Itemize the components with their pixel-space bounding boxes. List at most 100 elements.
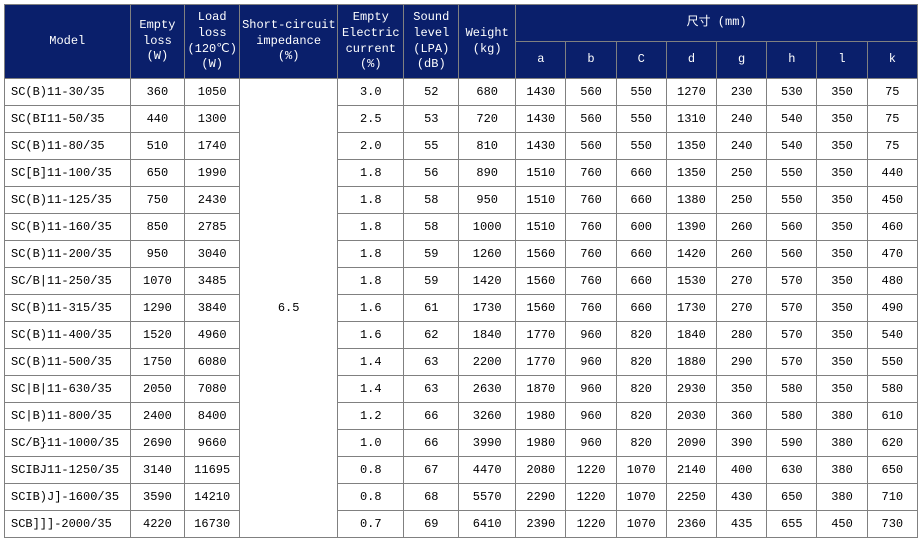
cell: 650 bbox=[767, 484, 817, 511]
cell: 1070 bbox=[616, 511, 666, 538]
cell: 0.8 bbox=[338, 484, 404, 511]
cell: 350 bbox=[817, 160, 867, 187]
cell: 1070 bbox=[616, 457, 666, 484]
cell: 820 bbox=[616, 430, 666, 457]
cell: 1290 bbox=[130, 295, 185, 322]
cell: 1350 bbox=[666, 133, 716, 160]
cell: 650 bbox=[130, 160, 185, 187]
cell: 2.0 bbox=[338, 133, 404, 160]
cell: 550 bbox=[867, 349, 917, 376]
cell: 610 bbox=[867, 403, 917, 430]
cell: 380 bbox=[817, 430, 867, 457]
cell: 350 bbox=[817, 187, 867, 214]
cell: 58 bbox=[404, 187, 459, 214]
cell: 4470 bbox=[459, 457, 516, 484]
table-row: SC/B|11-250/35107034851.8591420156076066… bbox=[5, 268, 918, 295]
cell: 550 bbox=[616, 106, 666, 133]
table-header: Model Emptyloss(W) Loadloss(120℃)(W) Sho… bbox=[5, 5, 918, 79]
cell: 63 bbox=[404, 349, 459, 376]
cell: 66 bbox=[404, 430, 459, 457]
cell: 655 bbox=[767, 511, 817, 538]
cell: 350 bbox=[817, 79, 867, 106]
cell: 270 bbox=[717, 268, 767, 295]
cell: 62 bbox=[404, 322, 459, 349]
cell: 63 bbox=[404, 376, 459, 403]
cell: 53 bbox=[404, 106, 459, 133]
impedance-cell: 6.5 bbox=[240, 79, 338, 538]
cell: 1220 bbox=[566, 511, 616, 538]
cell: 1730 bbox=[666, 295, 716, 322]
hdr-weight: Weight(kg) bbox=[459, 5, 516, 79]
table-row: SC(B)11-500/35175060801.4632200177096082… bbox=[5, 349, 918, 376]
cell: 1390 bbox=[666, 214, 716, 241]
cell: SC(BI11-50/35 bbox=[5, 106, 131, 133]
cell: 16730 bbox=[185, 511, 240, 538]
cell: 960 bbox=[566, 322, 616, 349]
cell: 1990 bbox=[185, 160, 240, 187]
cell: 58 bbox=[404, 214, 459, 241]
cell: 2030 bbox=[666, 403, 716, 430]
cell: 490 bbox=[867, 295, 917, 322]
cell: 1050 bbox=[185, 79, 240, 106]
cell: 570 bbox=[767, 268, 817, 295]
cell: 760 bbox=[566, 295, 616, 322]
cell: 730 bbox=[867, 511, 917, 538]
cell: 360 bbox=[717, 403, 767, 430]
cell: 450 bbox=[817, 511, 867, 538]
cell: 2050 bbox=[130, 376, 185, 403]
cell: 14210 bbox=[185, 484, 240, 511]
cell: 2200 bbox=[459, 349, 516, 376]
cell: 1420 bbox=[459, 268, 516, 295]
cell: 550 bbox=[767, 187, 817, 214]
table-row: SC|B|11-630/35205070801.4632630187096082… bbox=[5, 376, 918, 403]
cell: 890 bbox=[459, 160, 516, 187]
hdr-c: C bbox=[616, 42, 666, 79]
table-row: SCIBJ11-1250/353140116950.86744702080122… bbox=[5, 457, 918, 484]
cell: 550 bbox=[616, 79, 666, 106]
cell: 270 bbox=[717, 295, 767, 322]
cell: 75 bbox=[867, 106, 917, 133]
cell: 1870 bbox=[516, 376, 566, 403]
cell: 530 bbox=[767, 79, 817, 106]
table-row: SC(B)11-80/3551017402.055810143056055013… bbox=[5, 133, 918, 160]
table-row: SC(B)11-125/3575024301.85895015107606601… bbox=[5, 187, 918, 214]
cell: 710 bbox=[867, 484, 917, 511]
cell: 8400 bbox=[185, 403, 240, 430]
cell: 2630 bbox=[459, 376, 516, 403]
cell: 350 bbox=[817, 106, 867, 133]
cell: 2690 bbox=[130, 430, 185, 457]
cell: 11695 bbox=[185, 457, 240, 484]
cell: 660 bbox=[616, 160, 666, 187]
cell: 1260 bbox=[459, 241, 516, 268]
cell: 2785 bbox=[185, 214, 240, 241]
table-row: SC|B)11-800/35240084001.2663260198096082… bbox=[5, 403, 918, 430]
cell: 3590 bbox=[130, 484, 185, 511]
cell: 820 bbox=[616, 322, 666, 349]
hdr-impedance: Short-circuitimpedance(%) bbox=[240, 5, 338, 79]
cell: 59 bbox=[404, 241, 459, 268]
cell: 1430 bbox=[516, 133, 566, 160]
cell: 650 bbox=[867, 457, 917, 484]
cell: 570 bbox=[767, 322, 817, 349]
cell: SC(B)11-125/35 bbox=[5, 187, 131, 214]
cell: 1560 bbox=[516, 241, 566, 268]
cell: 350 bbox=[817, 133, 867, 160]
cell: 950 bbox=[130, 241, 185, 268]
cell: SC(B)11-160/35 bbox=[5, 214, 131, 241]
cell: SC(B)11-200/35 bbox=[5, 241, 131, 268]
cell: 850 bbox=[130, 214, 185, 241]
cell: 1430 bbox=[516, 79, 566, 106]
cell: 760 bbox=[566, 187, 616, 214]
cell: 2080 bbox=[516, 457, 566, 484]
cell: 1750 bbox=[130, 349, 185, 376]
cell: 3040 bbox=[185, 241, 240, 268]
table-row: SC/B}11-1000/35269096601.066399019809608… bbox=[5, 430, 918, 457]
cell: SCB]]]-2000/35 bbox=[5, 511, 131, 538]
cell: 3840 bbox=[185, 295, 240, 322]
cell: 1560 bbox=[516, 268, 566, 295]
cell: SC|B)11-800/35 bbox=[5, 403, 131, 430]
cell: 1840 bbox=[459, 322, 516, 349]
cell: SCIBJ11-1250/35 bbox=[5, 457, 131, 484]
cell: 2360 bbox=[666, 511, 716, 538]
hdr-sound: Soundlevel(LPA)(dB) bbox=[404, 5, 459, 79]
